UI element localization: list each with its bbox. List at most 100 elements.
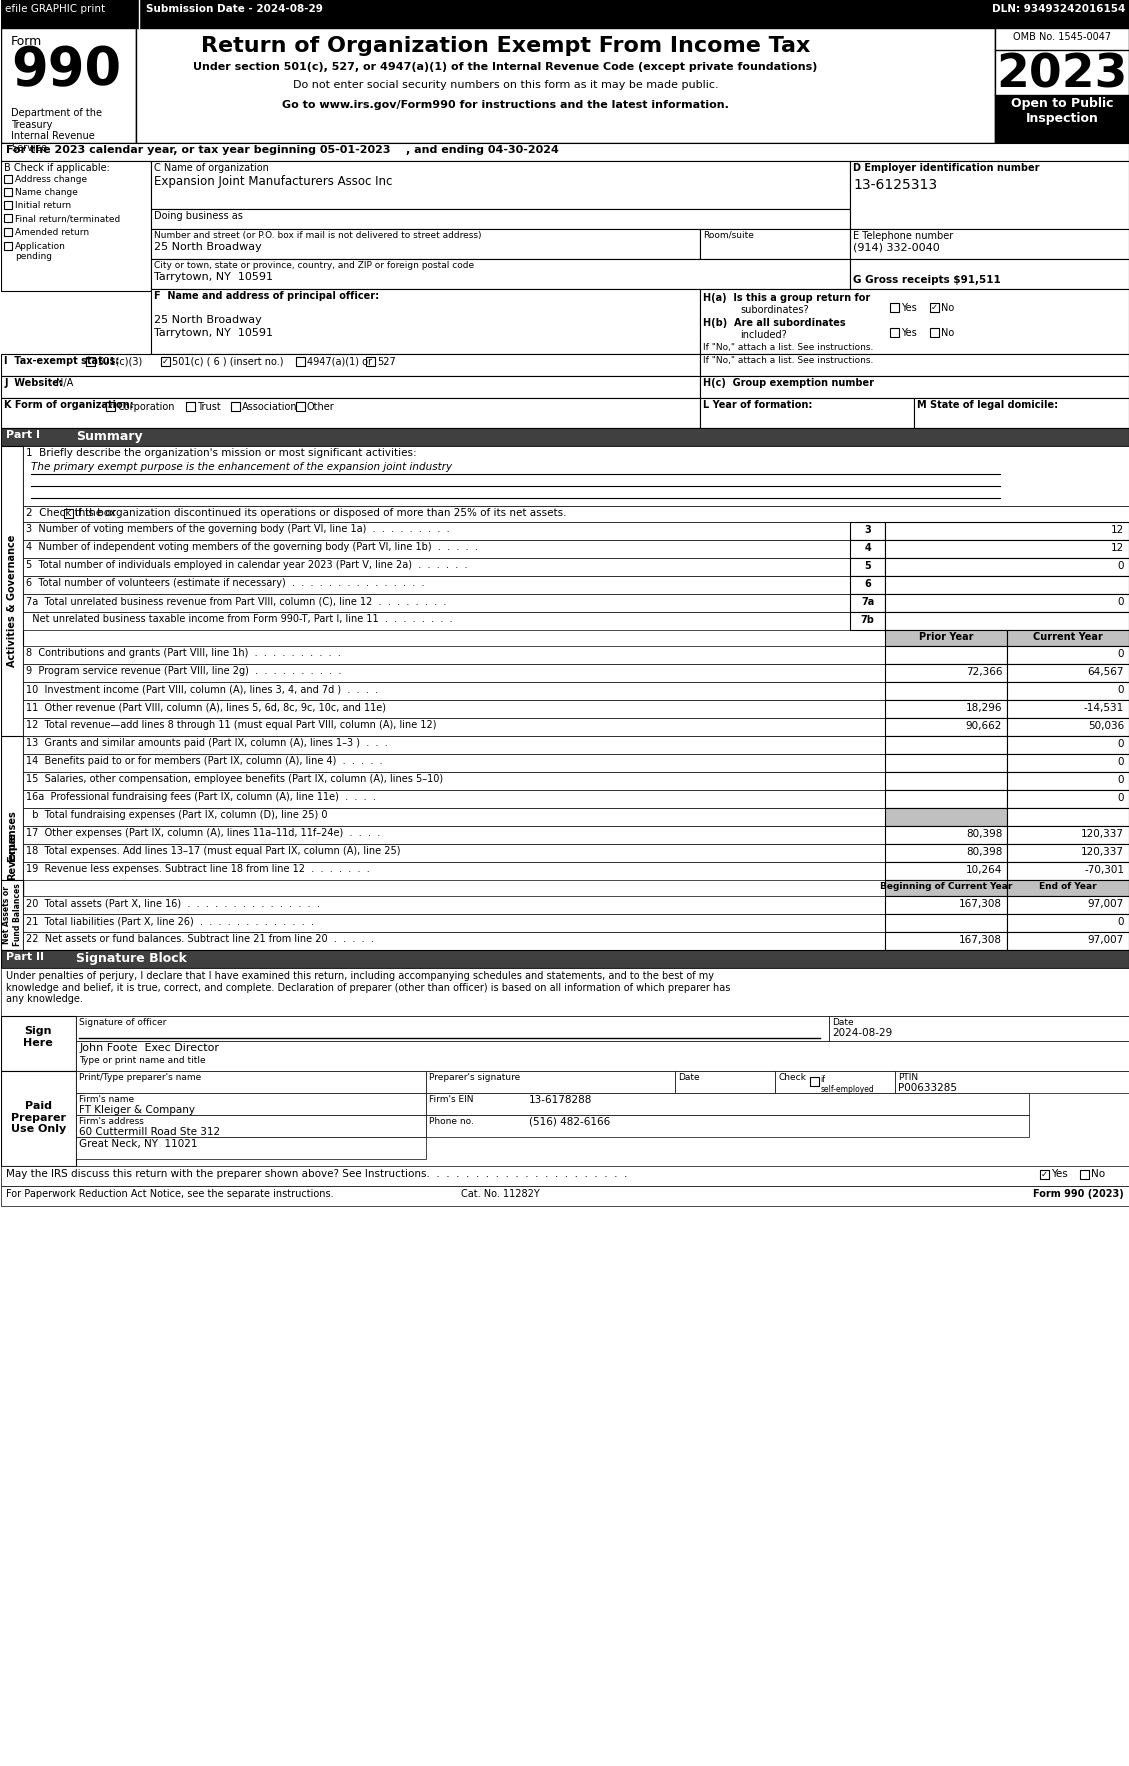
Text: No: No: [1091, 1169, 1105, 1180]
Text: 2023: 2023: [997, 53, 1128, 97]
Bar: [930, 304, 939, 313]
Bar: [885, 523, 1129, 540]
Text: 0: 0: [1118, 917, 1124, 927]
Text: Signature of officer: Signature of officer: [79, 1017, 166, 1028]
Text: H(b)  Are all subordinates: H(b) Are all subordinates: [703, 318, 846, 328]
Bar: [5, 187, 12, 196]
Bar: [24, 719, 885, 736]
Bar: [186, 403, 195, 411]
Text: G Gross receipts $91,511: G Gross receipts $91,511: [854, 275, 1001, 284]
Bar: [885, 844, 1007, 862]
Bar: [366, 357, 375, 366]
Bar: [106, 403, 115, 411]
Bar: [1, 143, 1129, 161]
Bar: [1007, 719, 1129, 736]
Bar: [24, 862, 885, 879]
Text: Paid
Preparer
Use Only: Paid Preparer Use Only: [10, 1100, 65, 1134]
Text: 80,398: 80,398: [965, 848, 1003, 857]
Text: 2  Check this box: 2 Check this box: [26, 509, 116, 517]
Text: 501(c) ( 6 ) (insert no.): 501(c) ( 6 ) (insert no.): [172, 357, 283, 367]
Bar: [700, 290, 1129, 353]
Bar: [830, 1015, 1129, 1040]
Text: 60 Cuttermill Road Ste 312: 60 Cuttermill Road Ste 312: [79, 1127, 220, 1137]
Text: Tarrytown, NY  10591: Tarrytown, NY 10591: [154, 328, 273, 337]
Text: C Name of organization: C Name of organization: [154, 162, 269, 173]
Text: City or town, state or province, country, and ZIP or foreign postal code: City or town, state or province, country…: [154, 261, 474, 270]
Text: May the IRS discuss this return with the preparer shown above? See Instructions.: May the IRS discuss this return with the…: [6, 1169, 628, 1180]
Text: Preparer's signature: Preparer's signature: [429, 1074, 520, 1083]
Text: F  Name and address of principal officer:: F Name and address of principal officer:: [154, 291, 379, 300]
Bar: [135, 28, 995, 143]
Bar: [426, 1093, 1030, 1114]
Text: 22  Net assets or fund balances. Subtract line 21 from line 20  .  .  .  .  .: 22 Net assets or fund balances. Subtract…: [26, 934, 374, 945]
Text: Do not enter social security numbers on this form as it may be made public.: Do not enter social security numbers on …: [292, 79, 718, 90]
Bar: [885, 772, 1007, 789]
Text: 25 North Broadway: 25 North Broadway: [154, 314, 262, 325]
Bar: [995, 95, 1129, 143]
Bar: [850, 576, 885, 593]
Text: OMB No. 1545-0047: OMB No. 1545-0047: [1013, 32, 1111, 42]
Text: Sign
Here: Sign Here: [24, 1026, 53, 1047]
Bar: [885, 826, 1007, 844]
Bar: [1007, 932, 1129, 950]
Bar: [885, 809, 1007, 826]
Text: 0: 0: [1118, 793, 1124, 804]
Text: 15  Salaries, other compensation, employee benefits (Part IX, column (A), lines : 15 Salaries, other compensation, employe…: [26, 774, 444, 784]
Bar: [24, 540, 1129, 558]
Text: ✓: ✓: [931, 304, 938, 313]
Bar: [24, 558, 1129, 576]
Text: 4947(a)(1) or: 4947(a)(1) or: [307, 357, 371, 367]
Text: 50,036: 50,036: [1087, 721, 1124, 731]
Bar: [1007, 646, 1129, 664]
Text: 7a  Total unrelated business revenue from Part VIII, column (C), line 12  .  .  : 7a Total unrelated business revenue from…: [26, 595, 447, 606]
Text: Expansion Joint Manufacturers Assoc Inc: Expansion Joint Manufacturers Assoc Inc: [154, 175, 393, 187]
Text: Signature Block: Signature Block: [76, 952, 187, 964]
Bar: [885, 558, 1129, 576]
Bar: [850, 540, 885, 558]
Bar: [151, 161, 850, 208]
Bar: [850, 593, 885, 613]
Bar: [5, 175, 12, 184]
Text: Corporation: Corporation: [117, 403, 175, 411]
Bar: [1, 1187, 1129, 1206]
Text: 120,337: 120,337: [1080, 848, 1124, 857]
Bar: [1007, 826, 1129, 844]
Text: 16a  Professional fundraising fees (Part IX, column (A), line 11e)  .  .  .  .: 16a Professional fundraising fees (Part …: [26, 791, 376, 802]
Text: 990: 990: [11, 44, 121, 95]
Text: Address change: Address change: [15, 175, 87, 184]
Text: Type or print name and title: Type or print name and title: [79, 1056, 205, 1065]
Bar: [426, 1070, 675, 1093]
Text: Yes: Yes: [901, 304, 917, 313]
Text: Submission Date - 2024-08-29: Submission Date - 2024-08-29: [146, 4, 323, 14]
Text: End of Year: End of Year: [1040, 881, 1097, 892]
Text: 0: 0: [1118, 685, 1124, 696]
Text: B Check if applicable:: B Check if applicable:: [5, 162, 110, 173]
Text: if the organization discontinued its operations or disposed of more than 25% of : if the organization discontinued its ope…: [76, 509, 567, 517]
Bar: [885, 736, 1007, 754]
Bar: [86, 357, 95, 366]
Bar: [885, 719, 1007, 736]
Text: Activities & Governance: Activities & Governance: [7, 535, 17, 668]
Bar: [1, 950, 1129, 968]
Bar: [700, 376, 1129, 397]
Text: 90,662: 90,662: [965, 721, 1003, 731]
Bar: [231, 403, 240, 411]
Text: 18  Total expenses. Add lines 13–17 (must equal Part IX, column (A), line 25): 18 Total expenses. Add lines 13–17 (must…: [26, 846, 401, 857]
Text: H(c)  Group exemption number: H(c) Group exemption number: [703, 378, 875, 389]
Text: The primary exempt purpose is the enhancement of the expansion joint industry: The primary exempt purpose is the enhanc…: [32, 463, 453, 472]
Text: 2024-08-29: 2024-08-29: [832, 1028, 893, 1038]
Bar: [930, 328, 939, 337]
Bar: [24, 576, 1129, 593]
Bar: [296, 403, 305, 411]
Bar: [885, 630, 1007, 646]
Text: E Telephone number: E Telephone number: [854, 231, 954, 240]
Bar: [5, 201, 12, 208]
Bar: [1007, 736, 1129, 754]
Bar: [24, 826, 885, 844]
Bar: [885, 789, 1007, 809]
Bar: [1, 28, 135, 143]
Text: ✓: ✓: [161, 357, 169, 366]
Text: Great Neck, NY  11021: Great Neck, NY 11021: [79, 1139, 198, 1150]
Text: 17  Other expenses (Part IX, column (A), lines 11a–11d, 11f–24e)  .  .  .  .: 17 Other expenses (Part IX, column (A), …: [26, 828, 380, 839]
Bar: [24, 932, 885, 950]
